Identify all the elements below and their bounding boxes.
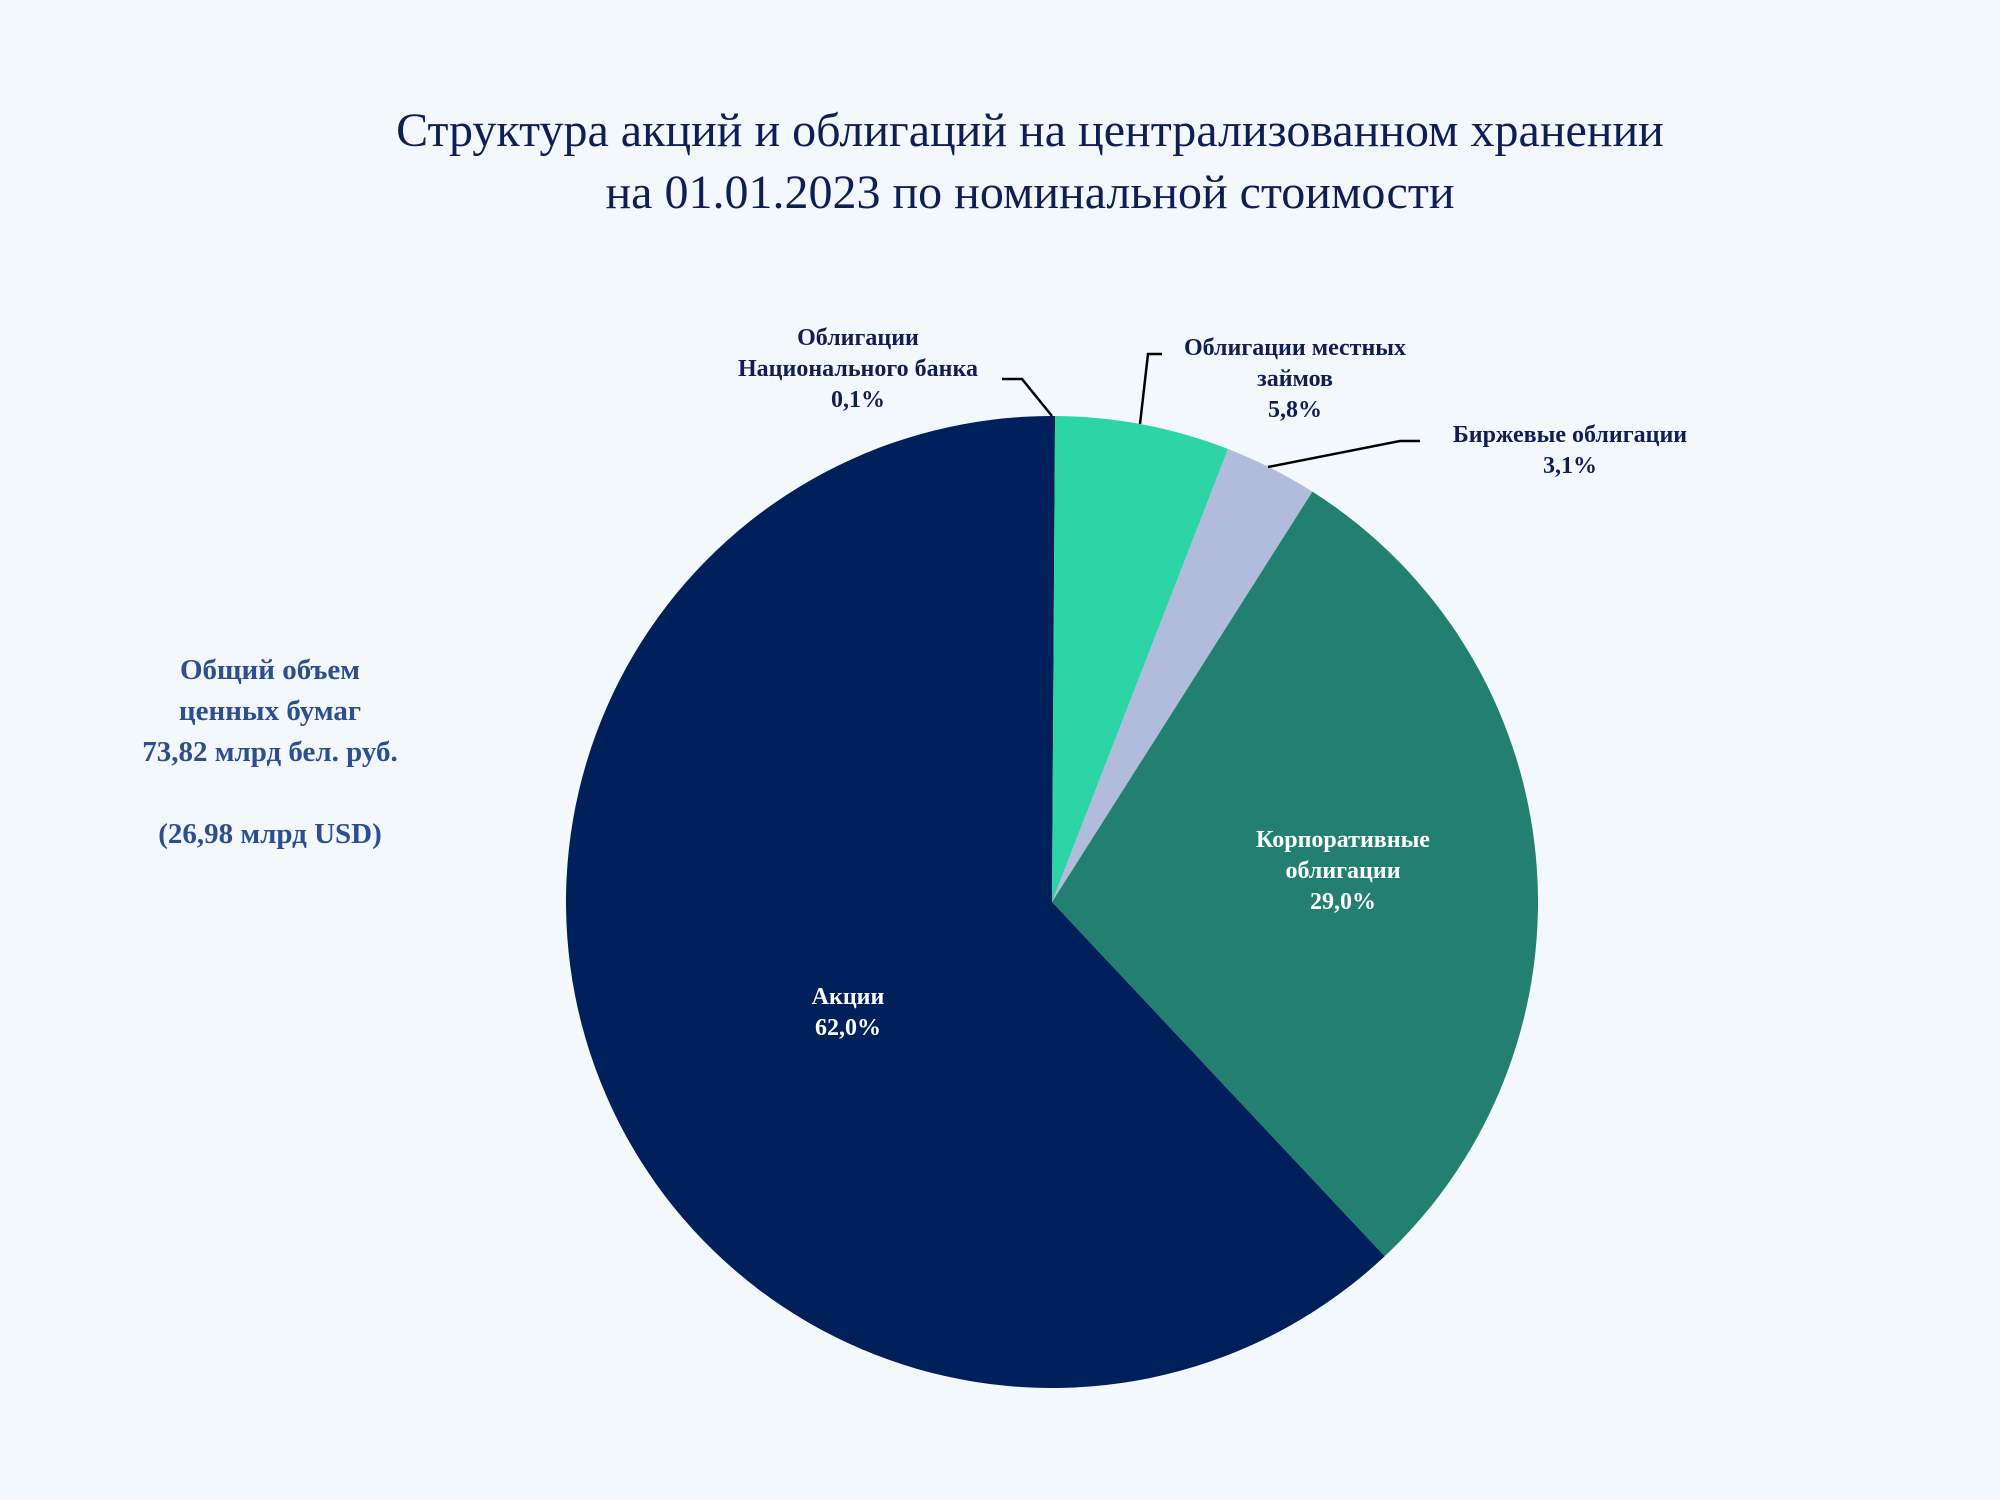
total-volume-rub: 73,82 млрд бел. руб. xyxy=(142,736,398,768)
data-label-shares: Акции 62,0% xyxy=(812,984,885,1041)
leader-line-local-loan-bonds xyxy=(1138,352,1162,425)
total-volume-line-2: ценных бумаг xyxy=(178,695,362,727)
leader-line-national-bank-bonds xyxy=(1002,377,1053,417)
pie-slice-corporate-bonds xyxy=(1052,491,1538,1257)
data-label-corporate-bonds: Корпоративные облигации 29,0% xyxy=(1256,827,1430,915)
total-volume-usd: (26,98 млрд USD) xyxy=(158,818,382,850)
chart-title-line-2: на 01.01.2023 по номинальной стоимости xyxy=(605,166,1455,219)
chart-title: Структура акций и облигаций на централиз… xyxy=(0,100,2000,224)
data-label-local-loan-bonds: Облигации местных займов 5,8% xyxy=(1184,335,1406,423)
total-volume-line-1: Общий объем xyxy=(179,654,361,686)
pie-slice-shares xyxy=(565,416,1385,1389)
leader-line-exchange-bonds xyxy=(1267,439,1420,469)
data-label-exchange-bonds: Биржевые облигации 3,1% xyxy=(1453,422,1687,479)
pie-slice-exchange-bonds xyxy=(1052,449,1313,902)
total-volume-note: Общий объем ценных бумаг 73,82 млрд бел.… xyxy=(60,650,480,855)
pie-slice-local-loan-bonds xyxy=(1052,416,1229,902)
pie-slice-national-bank-bonds xyxy=(1052,416,1056,902)
data-label-national-bank-bonds: Облигации Национального банка 0,1% xyxy=(738,325,978,413)
chart-title-line-1: Структура акций и облигаций на централиз… xyxy=(396,104,1664,157)
